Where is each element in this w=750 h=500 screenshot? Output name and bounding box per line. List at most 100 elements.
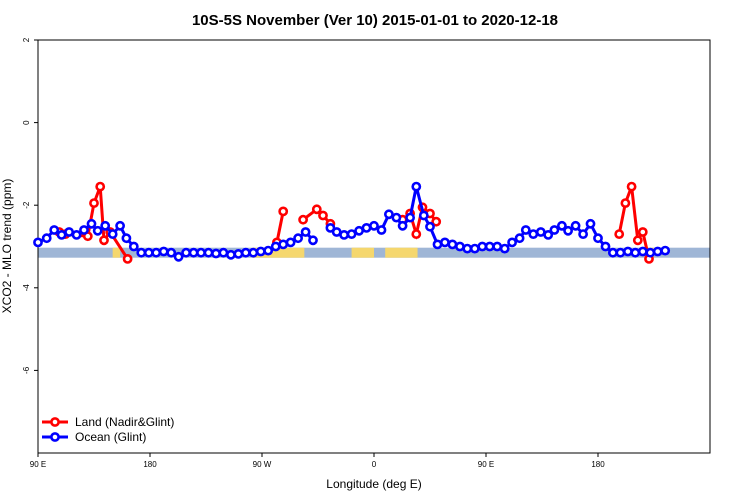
data-point	[107, 229, 118, 239]
data-point	[620, 198, 631, 208]
data-point	[263, 245, 274, 256]
series-line	[275, 211, 285, 243]
legend-label: Land (Nadir&Glint)	[75, 415, 174, 429]
data-point	[95, 181, 106, 192]
x-tick-label: 180	[591, 460, 605, 469]
data-point	[285, 237, 296, 248]
data-point	[600, 241, 611, 252]
data-point	[543, 229, 554, 240]
data-point	[492, 241, 503, 252]
land-band-segment	[351, 247, 374, 258]
data-point	[557, 220, 567, 231]
data-point	[645, 247, 656, 258]
data-point	[411, 181, 422, 192]
data-point	[71, 229, 82, 240]
data-point	[484, 241, 495, 252]
data-point	[431, 216, 442, 227]
data-point	[203, 247, 214, 258]
data-point	[397, 220, 408, 231]
x-tick-label: 90 E	[30, 460, 46, 469]
data-point	[64, 227, 74, 237]
data-point	[86, 218, 97, 229]
legend-marker	[50, 417, 60, 427]
data-point	[469, 243, 480, 254]
data-point	[233, 248, 244, 259]
data-point	[346, 229, 357, 239]
data-point	[128, 241, 139, 252]
data-point	[115, 220, 125, 231]
data-point	[652, 246, 663, 257]
data-point	[278, 239, 289, 250]
data-point	[549, 225, 560, 235]
data-point	[632, 235, 643, 246]
legend-marker	[50, 432, 60, 442]
data-point	[514, 233, 525, 244]
x-tick-label: 90 E	[478, 460, 494, 469]
data-point	[623, 246, 633, 257]
data-point	[637, 246, 648, 257]
data-point	[311, 204, 322, 215]
data-point	[166, 247, 177, 258]
data-point	[56, 229, 67, 240]
data-point	[49, 225, 60, 235]
data-point	[255, 246, 266, 257]
x-tick-label: 90 W	[253, 460, 272, 469]
data-point	[278, 206, 289, 217]
x-tick-label: 0	[372, 460, 377, 469]
data-point	[563, 225, 573, 236]
data-point	[196, 247, 206, 258]
data-point	[122, 253, 133, 264]
data-point	[218, 247, 229, 258]
legend-label: Ocean (Glint)	[75, 430, 146, 444]
data-point	[578, 229, 588, 239]
land-band-segment	[385, 247, 418, 258]
data-point	[520, 225, 531, 235]
data-point	[181, 247, 191, 258]
data-point	[425, 221, 435, 232]
data-point	[92, 225, 103, 236]
data-point	[89, 198, 99, 208]
data-point	[447, 239, 458, 250]
data-point	[411, 229, 422, 239]
data-point	[173, 251, 184, 262]
data-point	[439, 237, 450, 248]
legend: Land (Nadir&Glint)Ocean (Glint)	[42, 415, 174, 444]
data-point	[298, 214, 308, 225]
data-point	[585, 218, 596, 229]
data-point	[99, 235, 109, 246]
data-point	[325, 222, 336, 233]
data-point	[41, 233, 52, 244]
x-tick-label: 180	[143, 460, 157, 469]
data-point	[240, 247, 251, 258]
x-axis-label: Longitude (deg E)	[326, 477, 421, 491]
data-point	[339, 229, 349, 240]
data-point	[136, 247, 147, 258]
data-point	[615, 247, 626, 258]
data-point	[528, 229, 539, 239]
data-point	[499, 243, 510, 254]
y-tick-label: 0	[22, 120, 31, 125]
series-0	[54, 181, 654, 264]
y-tick-label: -6	[22, 366, 31, 374]
land-band-segment	[252, 247, 305, 258]
chart-title: 10S-5S November (Ver 10) 2015-01-01 to 2…	[192, 12, 558, 29]
data-point	[608, 247, 618, 258]
x-axis: 90 E 180 90 W 0 90 E 180	[30, 453, 605, 469]
y-tick-label: -2	[22, 201, 31, 209]
data-point	[637, 227, 648, 237]
data-point	[33, 237, 43, 248]
data-point	[225, 249, 236, 260]
y-axis-label: XCO2 - MLO trend (ppm)	[0, 179, 14, 314]
data-point	[418, 210, 429, 221]
data-point	[308, 235, 318, 246]
series-1	[33, 181, 671, 262]
data-point	[100, 220, 111, 231]
data-point	[570, 220, 581, 231]
data-point	[626, 181, 637, 192]
data-point	[593, 233, 603, 244]
y-tick-label: 2	[22, 37, 31, 42]
data-point	[383, 209, 394, 220]
data-point	[211, 248, 221, 259]
data-point	[121, 233, 132, 244]
